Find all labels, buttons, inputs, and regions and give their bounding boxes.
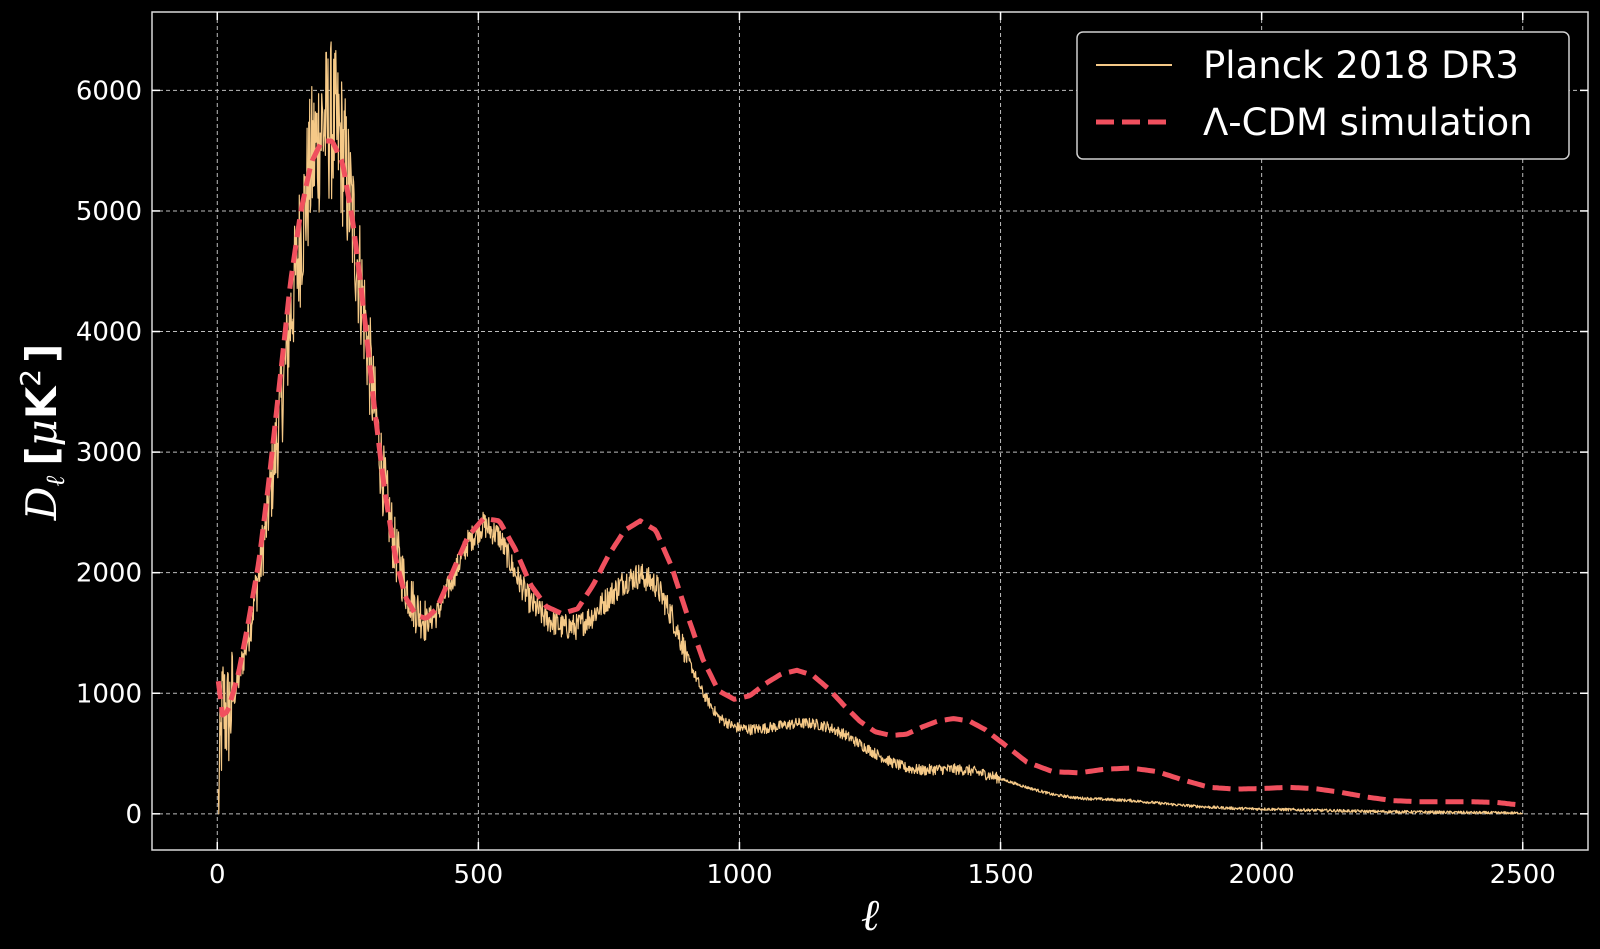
x-axis-label: ℓ <box>861 890 880 941</box>
legend-label-lcdm: Λ-CDM simulation <box>1203 101 1533 144</box>
x-tick-label: 1500 <box>967 860 1033 890</box>
grid <box>152 12 1588 850</box>
series-line-planck <box>217 41 1523 815</box>
y-tick-label: 4000 <box>76 318 142 348</box>
y-axis-label-k: K <box>17 385 66 419</box>
y-tick-label: 1000 <box>76 679 142 709</box>
legend-label-planck: Planck 2018 DR3 <box>1203 44 1519 87</box>
plot-frame <box>151 11 1589 851</box>
y-axis-label-sub: ℓ <box>41 476 71 487</box>
series-layer <box>215 41 1523 815</box>
y-axis-label-main: D <box>17 487 66 522</box>
x-tick-label: 1000 <box>706 860 772 890</box>
y-axis-label-close: ] <box>17 344 66 363</box>
y-axis-label-exp: 2 <box>14 369 47 387</box>
y-tick-label: 0 <box>125 800 142 830</box>
x-tick-label: 2000 <box>1229 860 1295 890</box>
x-tick-label: 0 <box>209 860 226 890</box>
legend: Planck 2018 DR3 Λ-CDM simulation <box>1076 31 1570 160</box>
y-tick-label: 5000 <box>76 197 142 227</box>
x-tick-label: 2500 <box>1490 860 1556 890</box>
y-axis-label: Dℓ [μK2] <box>14 344 71 522</box>
y-axis-label-open: [ <box>17 447 66 466</box>
series-line-lcdm <box>215 138 1523 808</box>
tick-marks <box>152 12 1588 850</box>
tick-labels: 0 500 1000 1500 2000 2500 0 1000 2000 3000 4000 500… <box>76 76 1556 890</box>
legend-box <box>1076 31 1570 160</box>
y-tick-label: 2000 <box>76 559 142 589</box>
y-tick-label: 3000 <box>76 438 142 468</box>
y-axis-label-mu: μ <box>17 419 66 446</box>
x-tick-label: 500 <box>454 860 504 890</box>
y-tick-label: 6000 <box>76 76 142 106</box>
